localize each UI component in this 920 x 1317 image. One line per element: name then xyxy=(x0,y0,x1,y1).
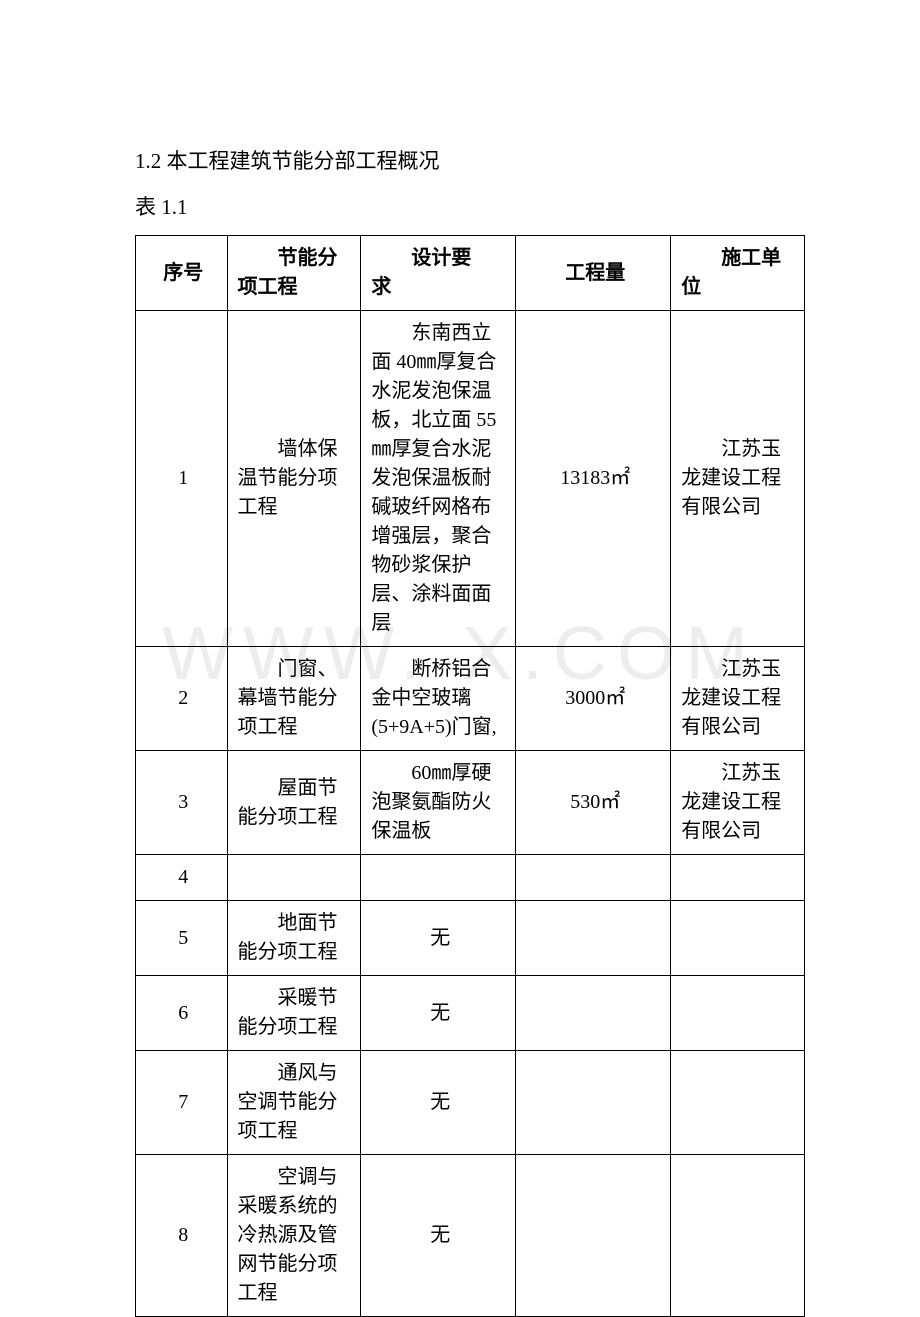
cell-qty xyxy=(516,976,671,1051)
cell-item: 屋面节能分项工程 xyxy=(227,751,361,855)
cell-seq: 2 xyxy=(136,647,228,751)
cell-req: 无 xyxy=(361,1155,516,1317)
header-qty: 工程量 xyxy=(516,236,671,311)
cell-qty xyxy=(516,901,671,976)
cell-req: 无 xyxy=(361,901,516,976)
cell-unit xyxy=(671,976,805,1051)
cell-item: 采暖节能分项工程 xyxy=(227,976,361,1051)
cell-seq: 5 xyxy=(136,901,228,976)
table-row: 5 地面节能分项工程 无 xyxy=(136,901,805,976)
cell-req: 无 xyxy=(361,976,516,1051)
table-row: 2 门窗、幕墙节能分项工程 断桥铝合金中空玻璃(5+9A+5)门窗, 3000㎡… xyxy=(136,647,805,751)
header-item-line1: 节能分 xyxy=(238,244,355,273)
section-heading: 1.2 本工程建筑节能分部工程概况 xyxy=(135,145,805,175)
table-row: 6 采暖节能分项工程 无 xyxy=(136,976,805,1051)
cell-seq: 3 xyxy=(136,751,228,855)
cell-req: 断桥铝合金中空玻璃(5+9A+5)门窗, xyxy=(361,647,516,751)
cell-unit: 江苏玉龙建设工程有限公司 xyxy=(671,647,805,751)
header-req-line2: 求 xyxy=(371,276,391,298)
cell-req: 东南西立面 40㎜厚复合水泥发泡保温板，北立面 55㎜厚复合水泥发泡保温板耐碱玻… xyxy=(361,311,516,647)
cell-unit xyxy=(671,1155,805,1317)
cell-unit: 江苏玉龙建设工程有限公司 xyxy=(671,311,805,647)
cell-req: 60㎜厚硬泡聚氨酯防火保温板 xyxy=(361,751,516,855)
table-caption: 表 1.1 xyxy=(135,191,805,221)
table-row: 8 空调与采暖系统的冷热源及管网节能分项工程 无 xyxy=(136,1155,805,1317)
cell-qty: 530㎡ xyxy=(516,751,671,855)
cell-req xyxy=(361,855,516,901)
cell-item: 空调与采暖系统的冷热源及管网节能分项工程 xyxy=(227,1155,361,1317)
table-body: 1 墙体保温节能分项工程 东南西立面 40㎜厚复合水泥发泡保温板，北立面 55㎜… xyxy=(136,311,805,1317)
table-header-row: 序号 节能分 项工程 设计要 求 工程量 施工单 位 xyxy=(136,236,805,311)
cell-seq: 7 xyxy=(136,1051,228,1155)
header-item-line2: 项工程 xyxy=(238,276,298,298)
header-req: 设计要 求 xyxy=(361,236,516,311)
cell-seq: 1 xyxy=(136,311,228,647)
table-row: 4 xyxy=(136,855,805,901)
cell-req: 无 xyxy=(361,1051,516,1155)
cell-unit: 江苏玉龙建设工程有限公司 xyxy=(671,751,805,855)
cell-qty xyxy=(516,1051,671,1155)
header-item: 节能分 项工程 xyxy=(227,236,361,311)
header-unit-line2: 位 xyxy=(681,276,701,298)
document-content: 1.2 本工程建筑节能分部工程概况 表 1.1 序号 节能分 项工程 设计要 求… xyxy=(0,0,920,1317)
cell-item xyxy=(227,855,361,901)
cell-item: 墙体保温节能分项工程 xyxy=(227,311,361,647)
table-row: 1 墙体保温节能分项工程 东南西立面 40㎜厚复合水泥发泡保温板，北立面 55㎜… xyxy=(136,311,805,647)
cell-unit xyxy=(671,1051,805,1155)
cell-unit xyxy=(671,855,805,901)
cell-unit xyxy=(671,901,805,976)
cell-qty: 3000㎡ xyxy=(516,647,671,751)
cell-item: 地面节能分项工程 xyxy=(227,901,361,976)
header-req-line1: 设计要 xyxy=(371,244,509,273)
header-seq: 序号 xyxy=(136,236,228,311)
cell-qty: 13183㎡ xyxy=(516,311,671,647)
cell-item: 通风与空调节能分项工程 xyxy=(227,1051,361,1155)
cell-seq: 4 xyxy=(136,855,228,901)
cell-seq: 8 xyxy=(136,1155,228,1317)
cell-qty xyxy=(516,855,671,901)
cell-item: 门窗、幕墙节能分项工程 xyxy=(227,647,361,751)
header-unit: 施工单 位 xyxy=(671,236,805,311)
header-unit-line1: 施工单 xyxy=(681,244,798,273)
table-row: 3 屋面节能分项工程 60㎜厚硬泡聚氨酯防火保温板 530㎡ 江苏玉龙建设工程有… xyxy=(136,751,805,855)
table-row: 7 通风与空调节能分项工程 无 xyxy=(136,1051,805,1155)
energy-saving-table: 序号 节能分 项工程 设计要 求 工程量 施工单 位 1 墙体保温节能分项工 xyxy=(135,235,805,1317)
cell-qty xyxy=(516,1155,671,1317)
cell-seq: 6 xyxy=(136,976,228,1051)
